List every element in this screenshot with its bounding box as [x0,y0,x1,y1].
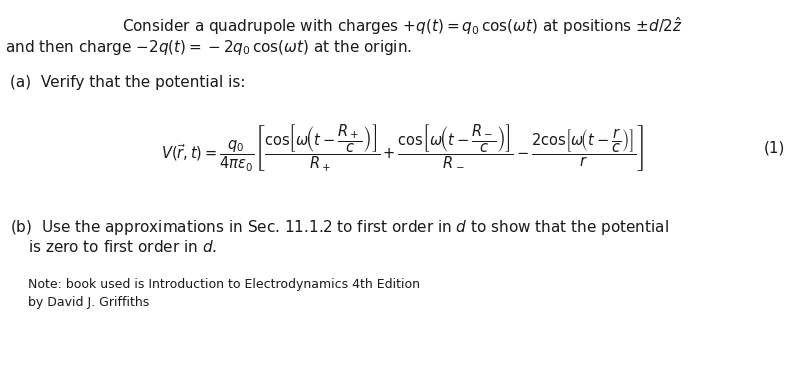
Text: Consider a quadrupole with charges $+q(t) = q_0\,\cos(\omega t)$ at positions $\: Consider a quadrupole with charges $+q(t… [121,15,682,37]
Text: (1): (1) [763,141,784,155]
Text: Note: book used is Introduction to Electrodynamics 4th Edition: Note: book used is Introduction to Elect… [28,278,419,291]
Text: and then charge $-2q(t) = -2q_0\,\cos(\omega t)$ at the origin.: and then charge $-2q(t) = -2q_0\,\cos(\o… [5,38,412,57]
Text: $V(\vec{r},t) = \dfrac{q_0}{4\pi\epsilon_0}\left[\dfrac{\cos\!\left[\omega\!\lef: $V(\vec{r},t) = \dfrac{q_0}{4\pi\epsilon… [161,122,642,174]
Text: by David J. Griffiths: by David J. Griffiths [28,296,149,309]
Text: (a)  Verify that the potential is:: (a) Verify that the potential is: [10,75,245,90]
Text: (b)  Use the approximations in Sec. 11.1.2 to first order in $d$ to show that th: (b) Use the approximations in Sec. 11.1.… [10,218,668,237]
Text: is zero to first order in $d$.: is zero to first order in $d$. [28,239,217,255]
